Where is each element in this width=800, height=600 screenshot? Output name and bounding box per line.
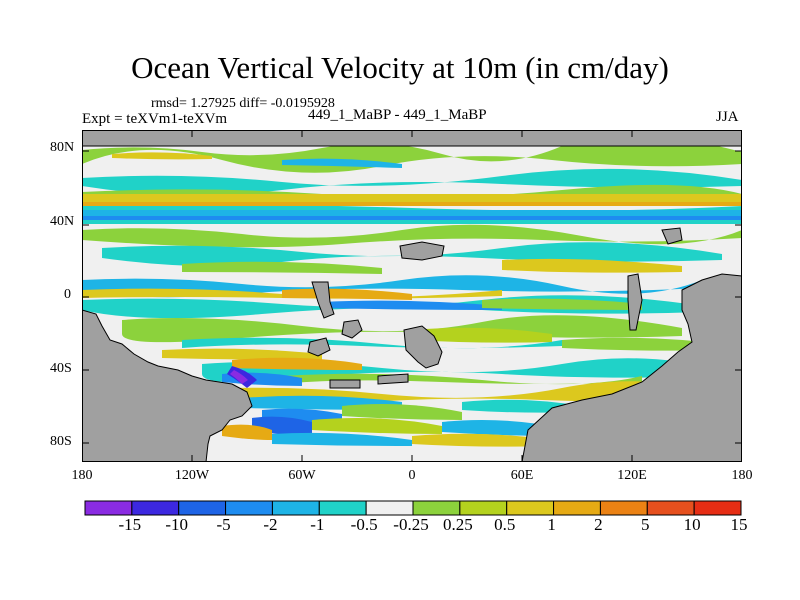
ocean-vertical-velocity-map xyxy=(82,130,742,462)
colorbar-swatch xyxy=(599,500,648,516)
colorbar-swatch xyxy=(412,500,461,516)
colorbar-label: 2 xyxy=(594,515,603,534)
lon-label-0: 0 xyxy=(408,468,416,483)
colorbar-swatch xyxy=(84,500,133,516)
lon-label-60e: 60E xyxy=(510,468,534,483)
season-label: JJA xyxy=(716,109,739,125)
lon-label-180e: 180 xyxy=(731,468,753,483)
lat-label-40s: 40S xyxy=(50,361,72,376)
lat-label-80s: 80S xyxy=(50,434,72,449)
colorbar-label: 5 xyxy=(641,515,650,534)
colorbar-swatch xyxy=(365,500,414,516)
colorbar-swatch xyxy=(271,500,320,516)
lon-label-180w: 180 xyxy=(71,468,93,483)
rmsd-diff-stats: rmsd= 1.27925 diff= -0.0195928 xyxy=(151,96,335,111)
colorbar-label: -2 xyxy=(263,515,278,534)
colorbar-label: -10 xyxy=(165,515,189,534)
colorbar-label: -0.5 xyxy=(350,515,378,534)
colorbar-label: -0.25 xyxy=(393,515,429,534)
colorbar-swatch xyxy=(131,500,180,516)
colorbar-swatch xyxy=(646,500,695,516)
colorbar-swatch xyxy=(318,500,367,516)
run-comparison-label: 449_1_MaBP - 449_1_MaBP xyxy=(308,107,487,123)
lat-label-80n: 80N xyxy=(50,140,75,155)
plot-title: Ocean Vertical Velocity at 10m (in cm/da… xyxy=(131,50,669,85)
lon-label-120e: 120E xyxy=(617,468,647,483)
colorbar-label: -5 xyxy=(216,515,231,534)
colorbar-swatch xyxy=(693,500,742,516)
colorbar-swatch xyxy=(225,500,273,516)
colorbar-swatch xyxy=(178,500,227,516)
lon-label-60w: 60W xyxy=(288,468,316,483)
colorbar-label: -1 xyxy=(310,515,325,534)
lon-label-120w: 120W xyxy=(174,468,210,483)
colorbar-swatch xyxy=(506,500,555,516)
colorbar-swatch xyxy=(459,500,508,516)
lat-label-0: 0 xyxy=(64,287,71,302)
colorbar-label: 10 xyxy=(683,515,701,534)
land-masses xyxy=(82,130,742,462)
colorbar-label: 0.5 xyxy=(494,515,516,534)
lat-label-40n: 40N xyxy=(50,214,75,229)
colorbar-label: 1 xyxy=(547,515,556,534)
colorbar xyxy=(84,500,742,516)
map-ticks xyxy=(82,130,742,462)
colorbar-swatch xyxy=(553,500,601,516)
colorbar-label: 15 xyxy=(730,515,748,534)
colorbar-label: 0.25 xyxy=(442,515,473,534)
experiment-label: Expt = teXVm1-teXVm xyxy=(82,111,228,127)
colorbar-label: -15 xyxy=(118,515,142,534)
